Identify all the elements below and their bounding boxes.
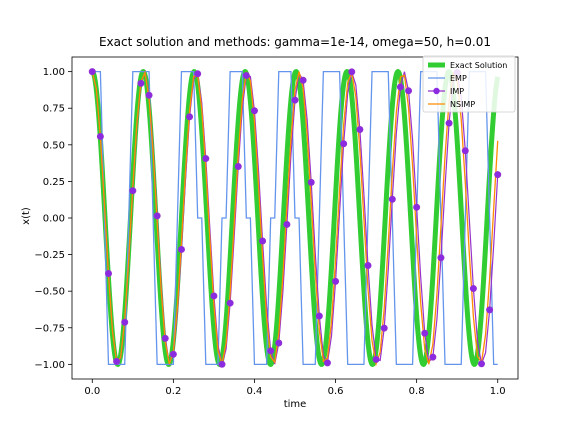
imp-marker	[364, 261, 372, 269]
imp-marker	[259, 237, 267, 245]
imp-marker	[486, 306, 494, 314]
imp-marker	[348, 68, 356, 76]
imp-marker	[96, 132, 104, 140]
y-tick-label: 1.00	[43, 67, 65, 78]
x-tick-label: 0.4	[247, 386, 263, 397]
imp-marker	[494, 171, 502, 179]
imp-marker	[194, 70, 202, 78]
legend-label: Exact Solution	[450, 61, 507, 70]
imp-marker	[332, 277, 340, 285]
imp-marker	[234, 162, 242, 170]
x-axis-label: time	[284, 399, 307, 410]
imp-marker	[202, 155, 210, 163]
y-tick-label: 0.25	[43, 177, 65, 188]
imp-marker	[226, 299, 234, 307]
imp-marker	[145, 91, 153, 99]
imp-marker	[275, 339, 283, 347]
imp-marker	[413, 203, 421, 211]
imp-marker	[104, 270, 112, 278]
imp-marker	[388, 195, 396, 203]
imp-marker	[186, 113, 194, 121]
x-tick-label: 0.6	[328, 386, 344, 397]
imp-marker	[283, 220, 291, 228]
series-exact-solution	[90, 68, 501, 368]
y-tick-label: −0.75	[34, 323, 65, 334]
x-tick-label: 1.0	[490, 386, 506, 397]
imp-marker	[129, 187, 137, 195]
imp-marker	[461, 147, 469, 155]
imp-marker	[299, 76, 307, 84]
imp-marker	[169, 350, 177, 358]
x-tick-label: 0.0	[84, 386, 100, 397]
imp-marker	[323, 359, 331, 367]
imp-marker	[372, 355, 380, 363]
imp-marker	[267, 347, 275, 355]
y-tick-label: 0.75	[43, 104, 65, 115]
legend-label: EMP	[450, 74, 467, 83]
imp-marker	[161, 334, 169, 342]
x-tick-label: 0.2	[165, 386, 181, 397]
legend: Exact Solution EMP IMP NSIMP	[422, 55, 516, 113]
imp-marker	[88, 68, 96, 76]
imp-marker	[121, 318, 129, 326]
y-tick-label: −0.25	[34, 250, 65, 261]
imp-marker	[478, 360, 486, 368]
imp-marker	[380, 324, 388, 332]
imp-marker	[210, 292, 218, 300]
legend-box	[422, 55, 516, 113]
imp-marker	[218, 360, 226, 368]
imp-marker	[437, 254, 445, 262]
imp-marker	[421, 329, 429, 337]
y-axis-label: x(t)	[21, 207, 32, 225]
imp-marker	[340, 140, 348, 148]
imp-marker	[307, 178, 315, 186]
imp-marker	[291, 96, 299, 104]
imp-marker	[356, 125, 364, 133]
imp-marker	[177, 245, 185, 253]
imp-marker	[242, 72, 250, 80]
imp-marker	[137, 79, 145, 87]
imp-marker	[396, 83, 404, 91]
imp-marker	[429, 353, 437, 361]
y-tick-label: −1.00	[34, 360, 65, 371]
imp-marker	[113, 357, 121, 365]
imp-marker	[250, 107, 258, 115]
imp-marker	[315, 312, 323, 320]
imp-marker	[153, 212, 161, 220]
legend-label: NSIMP	[450, 100, 475, 109]
imp-marker	[405, 87, 413, 95]
legend-label: IMP	[450, 87, 464, 96]
imp-marker	[445, 119, 453, 127]
x-tick-label: 0.8	[409, 386, 425, 397]
chart-title: Exact solution and methods: gamma=1e-14,…	[99, 35, 491, 49]
y-tick-label: 0.00	[43, 214, 65, 225]
y-tick-label: 0.50	[43, 140, 65, 151]
y-tick-label: −0.50	[34, 287, 65, 298]
legend-marker	[433, 87, 440, 95]
imp-marker	[469, 285, 477, 293]
